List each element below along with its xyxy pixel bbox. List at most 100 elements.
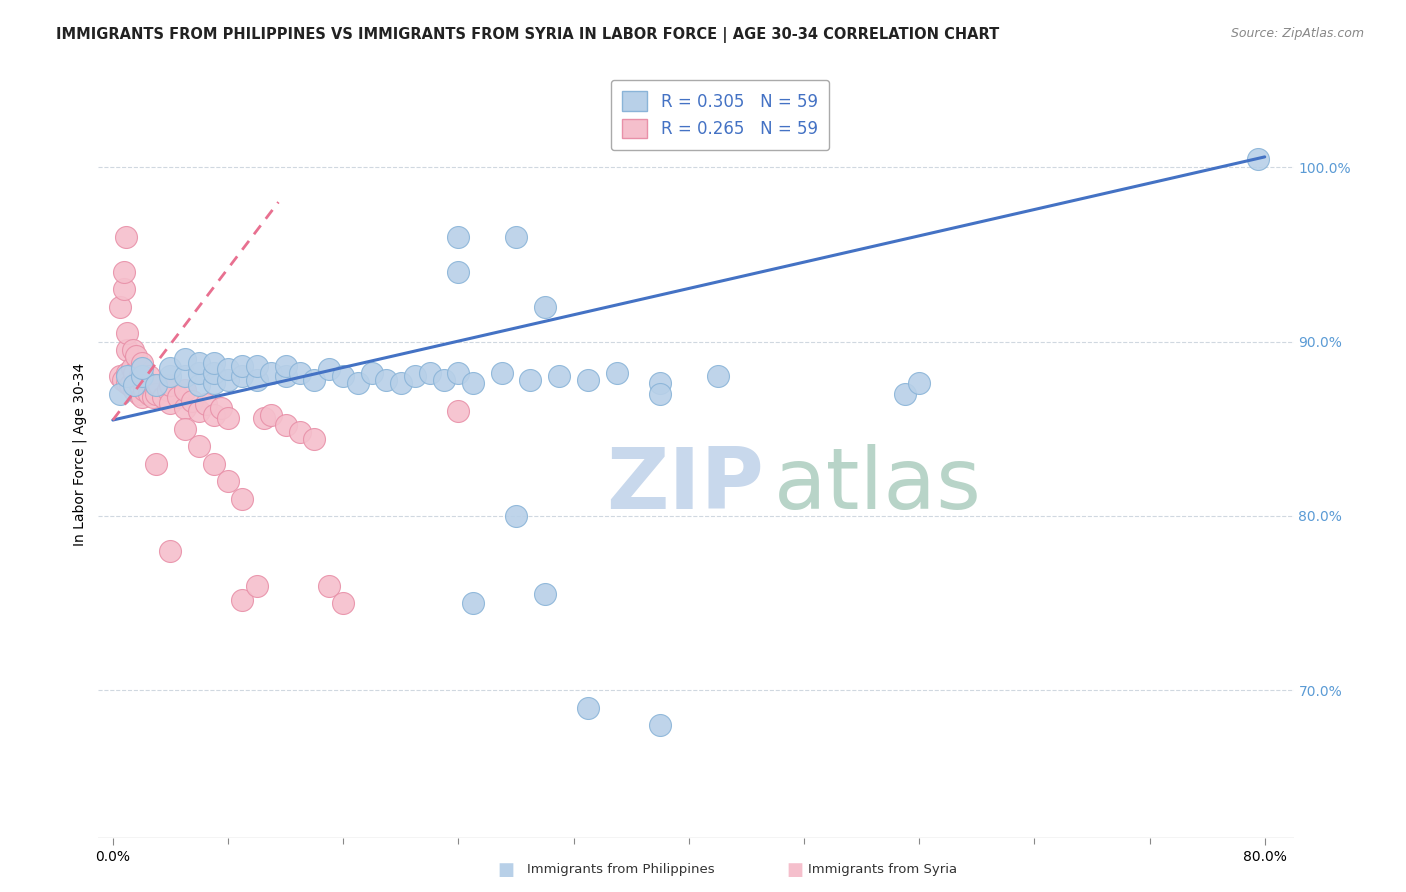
Point [217,411,239,425]
Point [131,355,153,369]
Point [202,408,225,422]
Point [159,395,181,409]
Point [134,384,156,398]
Point [288,366,311,380]
Point [188,404,211,418]
Point [159,378,181,392]
Point [447,230,470,244]
Point [893,387,915,401]
Point [217,362,239,376]
Point [138,387,160,401]
Point [173,401,195,415]
Point [138,369,160,384]
Point [491,366,513,380]
Point [188,355,211,369]
Text: Immigrants from Philippines: Immigrants from Philippines [527,863,714,876]
Point [217,474,239,488]
Point [519,373,541,387]
Point [127,378,149,392]
Point [141,378,163,392]
Point [114,230,136,244]
Point [202,376,225,391]
Point [318,362,340,376]
Point [260,366,283,380]
Point [148,378,170,392]
Point [217,373,239,387]
Point [1310,369,1333,384]
Point [166,391,188,405]
Point [108,300,131,314]
Point [375,373,398,387]
Point [128,387,150,401]
Text: ■: ■ [786,861,803,879]
Point [159,543,181,558]
Point [274,418,297,433]
Point [142,391,165,405]
Point [173,351,195,366]
Point [461,596,484,610]
Text: ZIP: ZIP [606,444,763,527]
Point [505,230,527,244]
Point [173,369,195,384]
Point [461,376,484,391]
Point [231,592,253,607]
Point [202,355,225,369]
Point [115,366,138,380]
Point [304,432,326,446]
Point [209,401,232,415]
Point [115,326,138,340]
Point [433,373,456,387]
Point [156,384,179,398]
Point [706,369,728,384]
Point [115,376,138,391]
Point [447,265,470,279]
Point [173,422,195,436]
Point [159,369,181,384]
Point [288,425,311,440]
Point [533,300,555,314]
Point [231,359,253,373]
Point [576,373,599,387]
Point [188,439,211,453]
Point [346,376,368,391]
Point [318,579,340,593]
Point [505,508,527,523]
Point [115,343,138,358]
Point [152,391,174,405]
Point [1246,152,1268,166]
Point [129,369,152,384]
Point [253,411,276,425]
Point [548,369,571,384]
Point [108,387,131,401]
Point [145,387,167,401]
Point [419,366,441,380]
Point [332,596,354,610]
Point [304,373,326,387]
Point [181,393,204,408]
Point [648,387,671,401]
Text: ■: ■ [498,861,515,879]
Point [120,378,142,392]
Point [124,378,146,392]
Point [173,384,195,398]
Point [404,369,426,384]
Point [202,366,225,380]
Point [112,265,135,279]
Point [260,408,283,422]
Point [274,369,297,384]
Point [606,366,628,380]
Point [576,700,599,714]
Text: atlas: atlas [773,444,981,527]
Point [246,579,269,593]
Point [108,369,131,384]
Point [246,359,269,373]
Point [447,404,470,418]
Legend: R = 0.305   N = 59, R = 0.265   N = 59: R = 0.305 N = 59, R = 0.265 N = 59 [610,79,830,150]
Point [188,378,211,392]
Point [131,360,153,375]
Point [121,360,143,375]
Point [125,349,148,363]
Point [115,369,138,384]
Point [131,373,153,387]
Point [533,587,555,601]
